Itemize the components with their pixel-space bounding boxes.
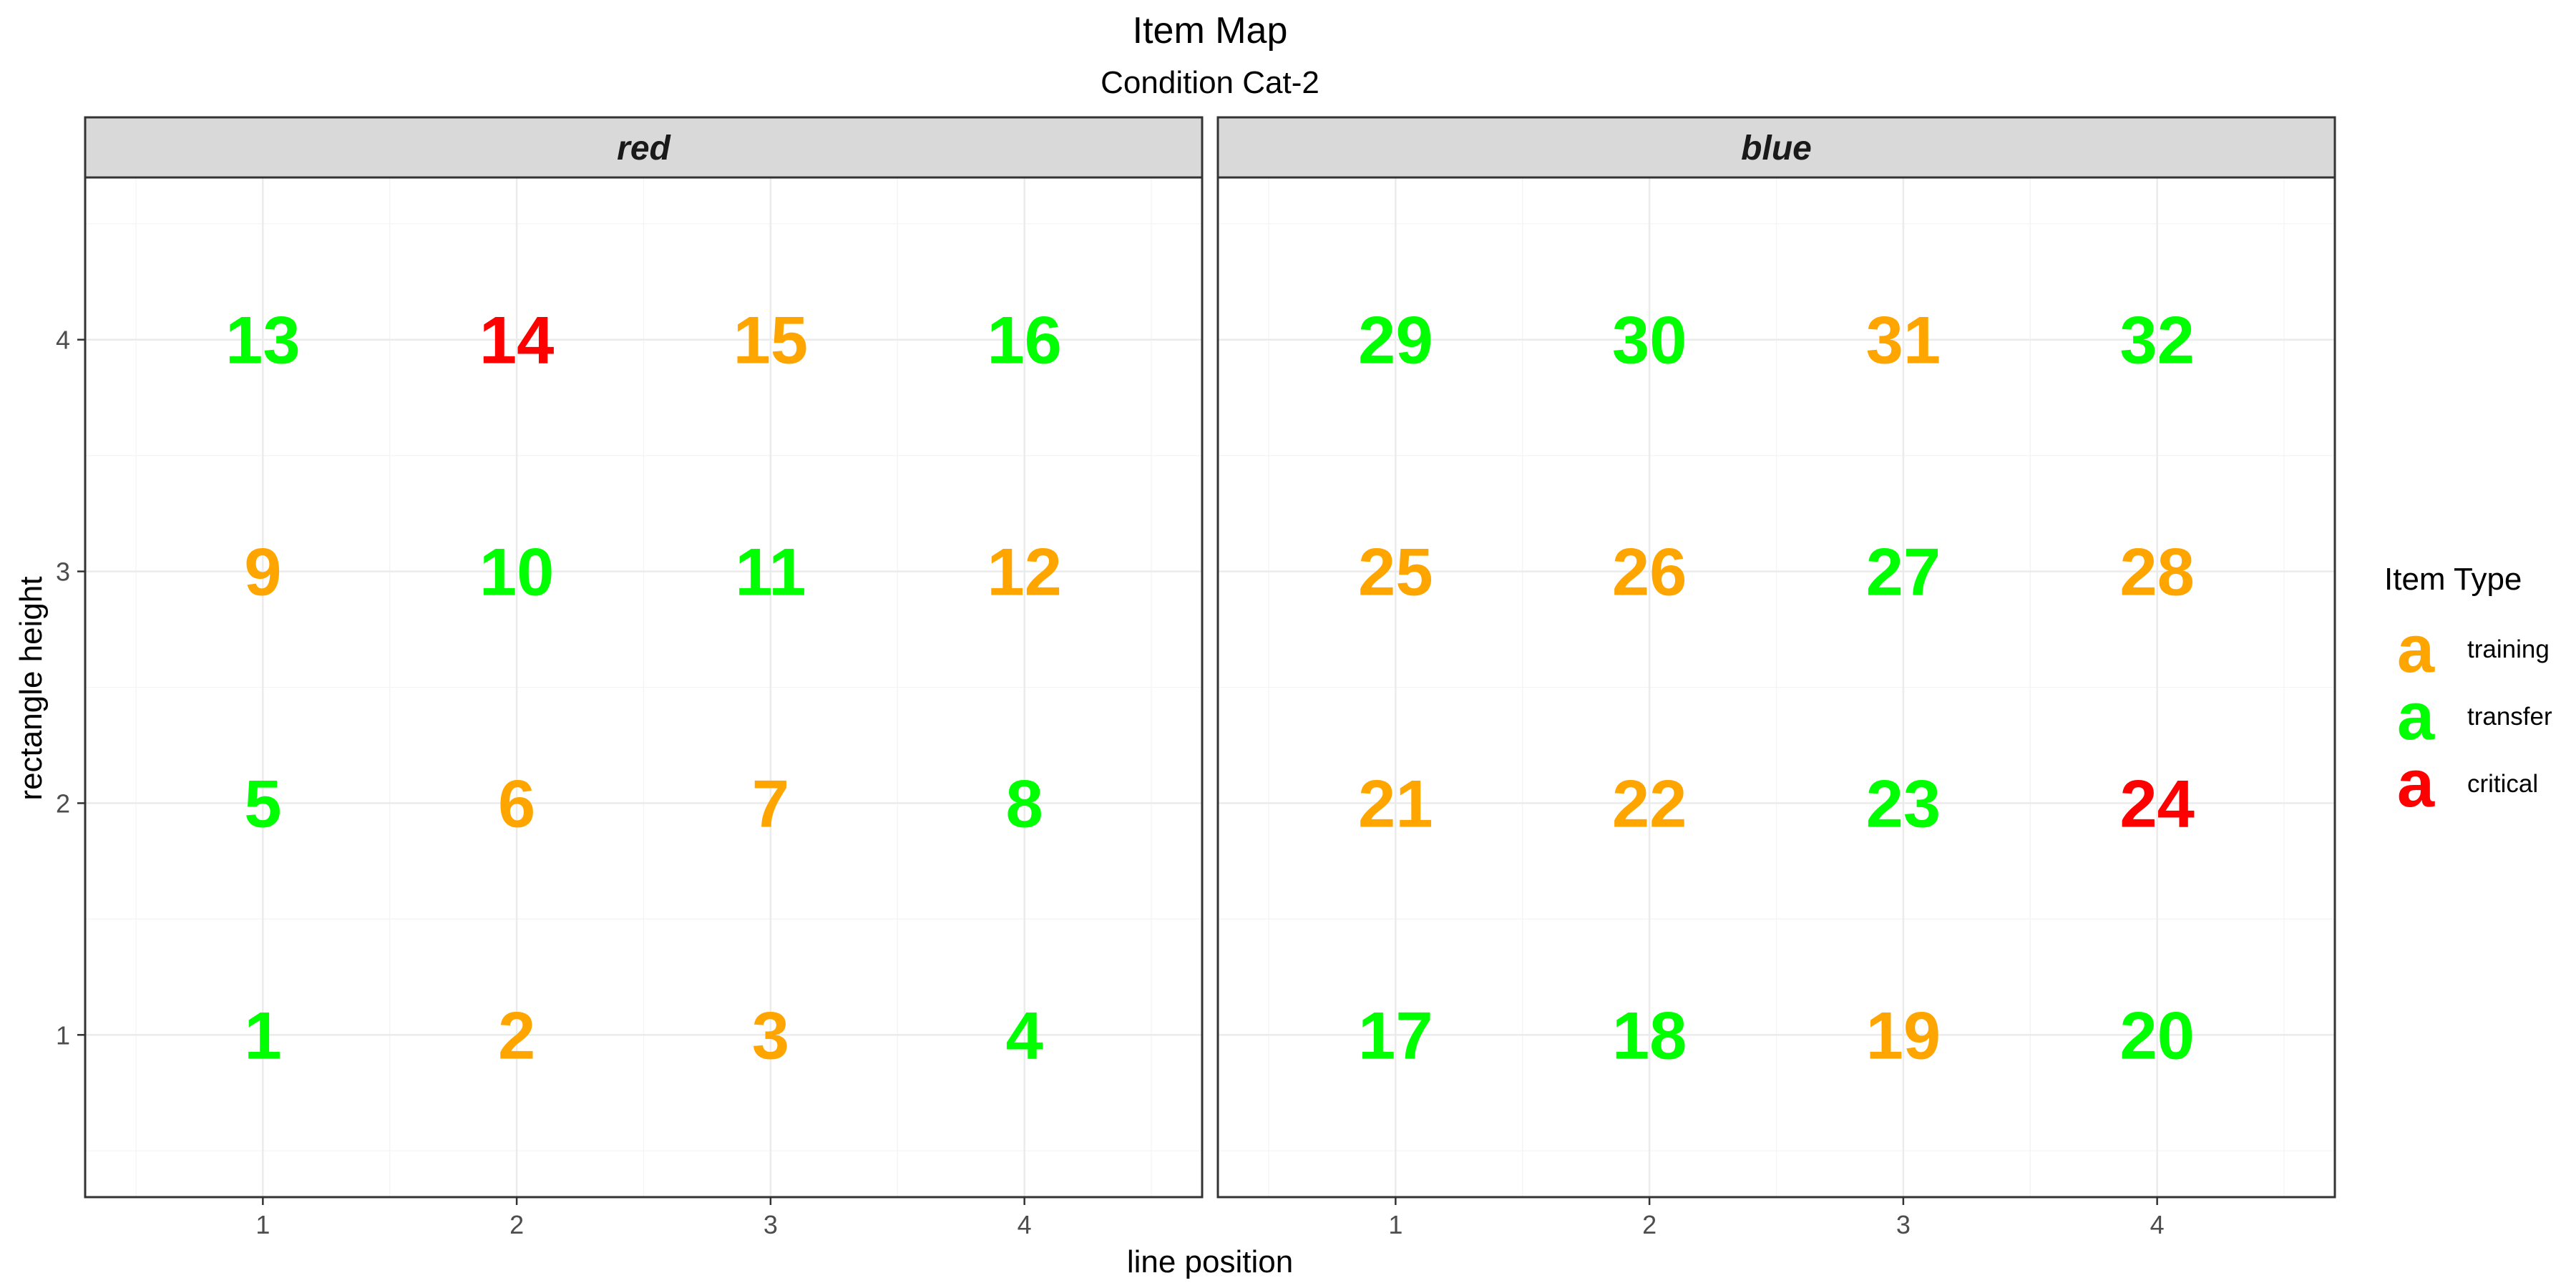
legend: Item Type a training a transfer a critical [2384,562,2552,821]
x-axis-title: line position [1127,1244,1293,1279]
item-label-4: 4 [1006,997,1043,1073]
legend-title: Item Type [2384,562,2522,597]
x-tick-label: 2 [509,1210,524,1239]
item-label-17: 17 [1358,997,1433,1073]
x-tick-label: 3 [1896,1210,1911,1239]
y-tick-label: 2 [56,789,70,818]
item-label-32: 32 [2119,303,2195,378]
item-label-7: 7 [752,766,789,841]
legend-label-training: training [2467,635,2550,663]
item-label-21: 21 [1358,766,1433,841]
chart-title: Item Map [1133,10,1288,52]
item-label-31: 31 [1866,303,1941,378]
x-tick-label: 4 [2150,1210,2165,1239]
item-label-1: 1 [244,997,281,1073]
strip-background [84,116,1204,179]
panel-border [1216,176,2336,1199]
legend-key-critical: a [2397,746,2435,821]
item-label-15: 15 [733,303,809,378]
item-label-26: 26 [1612,535,1687,610]
item-label-2: 2 [498,997,535,1073]
item-label-16: 16 [987,303,1062,378]
y-tick-label: 1 [56,1020,70,1050]
x-tick-label: 1 [255,1210,270,1239]
item-label-30: 30 [1612,303,1687,378]
item-label-18: 18 [1612,997,1687,1073]
item-label-25: 25 [1358,535,1433,610]
item-label-11: 11 [735,535,806,610]
x-tick-label: 3 [763,1210,778,1239]
legend-key-training: a [2397,611,2435,686]
legend-label-transfer: transfer [2467,703,2552,731]
x-tick-label: 2 [1642,1210,1657,1239]
panel-border [84,176,1204,1199]
item-label-13: 13 [225,303,301,378]
item-label-8: 8 [1006,766,1043,841]
y-tick-label: 3 [56,557,70,587]
item-label-12: 12 [987,535,1062,610]
item-label-9: 9 [244,535,281,610]
item-label-3: 3 [752,997,789,1073]
strip-label: blue [1741,130,1812,167]
item-label-10: 10 [479,535,555,610]
legend-label-critical: critical [2467,770,2538,798]
item-label-27: 27 [1866,535,1941,610]
item-label-22: 22 [1612,766,1687,841]
item-label-29: 29 [1358,303,1433,378]
x-tick-label: 4 [1018,1210,1032,1239]
item-label-23: 23 [1866,766,1941,841]
item-label-14: 14 [479,303,555,378]
x-tick-label: 1 [1388,1210,1402,1239]
chart-subtitle: Condition Cat-2 [1101,65,1319,100]
item-label-5: 5 [244,766,281,841]
y-axis-title: rectangle height [14,576,49,800]
legend-key-transfer: a [2397,678,2435,753]
item-label-20: 20 [2119,997,2195,1073]
item-label-19: 19 [1866,997,1941,1073]
item-label-6: 6 [498,766,535,841]
item-label-28: 28 [2119,535,2195,610]
y-tick-label: 4 [56,326,70,355]
item-label-24: 24 [2119,766,2195,841]
strip-label: red [617,130,671,167]
strip-background [1216,116,2336,179]
